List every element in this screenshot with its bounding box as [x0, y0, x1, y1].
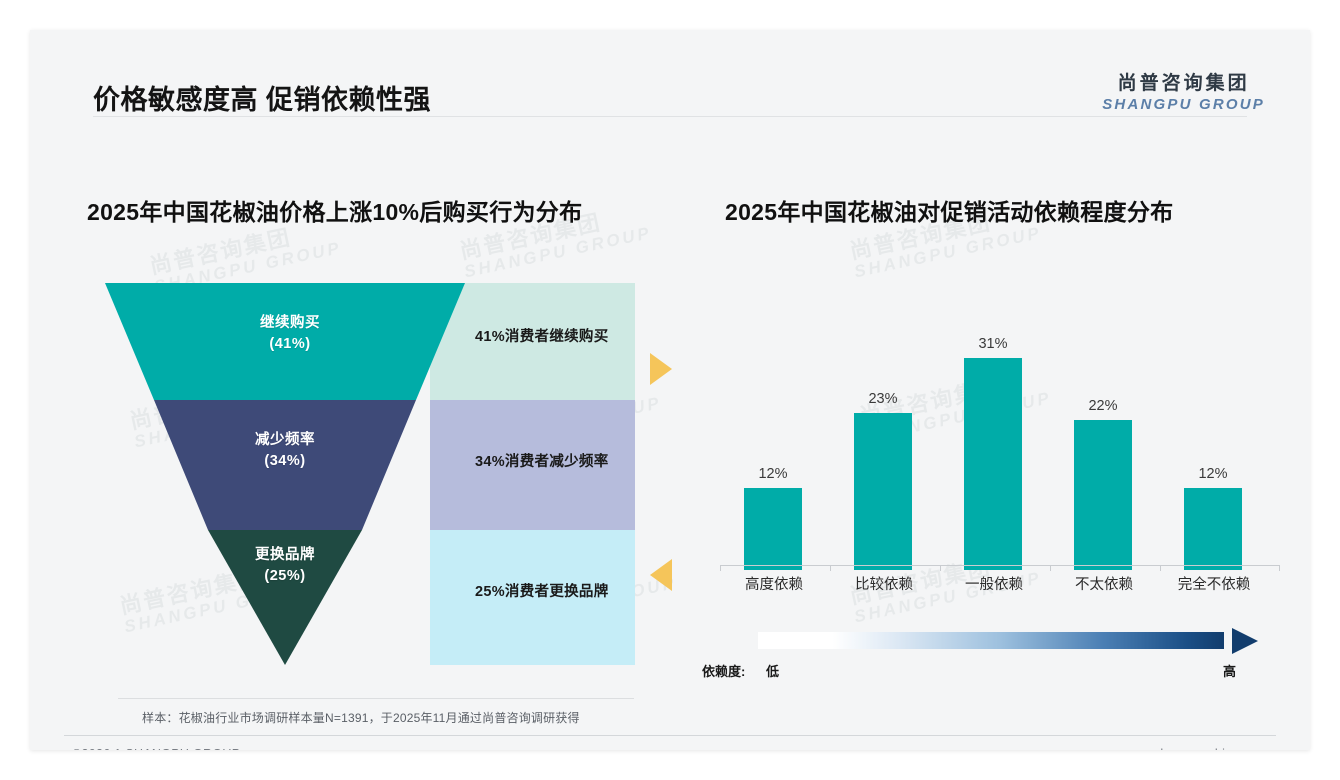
legend-high-label: 高	[1223, 664, 1237, 679]
bar-value-1: 12%	[758, 466, 788, 482]
funnel-side-panel-3	[430, 530, 635, 665]
funnel-segment-value-3: (25%)	[264, 568, 306, 585]
funnel-segment-value-1: (41%)	[269, 336, 311, 353]
axis-tick	[940, 565, 941, 571]
bar-chart-axis	[720, 565, 1280, 566]
bar-category-label-4: 不太依赖	[1075, 577, 1133, 593]
bar-rect-2	[854, 413, 912, 570]
footnote-divider	[118, 698, 634, 699]
funnel-segment-3	[208, 530, 362, 665]
bar-category-label-3: 一般依赖	[965, 577, 1023, 593]
logo-english-text: SHANGPU GROUP	[1102, 96, 1265, 113]
slide-header: 价格敏感度高 促销依赖性强 尚普咨询集团 SHANGPU GROUP	[30, 30, 1310, 122]
bar-value-2: 23%	[868, 391, 898, 407]
bar-value-5: 12%	[1198, 466, 1228, 482]
funnel-chart: 继续购买 (41%) 减少频率 (34%) 更换品牌 (25%) 41%消费者继…	[100, 255, 645, 675]
dependency-gradient-legend	[758, 628, 1258, 654]
funnel-side-text-3: 25%消费者更换品牌	[475, 584, 609, 600]
right-chart-title: 2025年中国花椒油对促销活动依赖程度分布	[725, 199, 1174, 225]
bar-value-3: 31%	[978, 336, 1008, 352]
funnel-segment-label-1: 继续购买 (41%)	[215, 313, 365, 355]
axis-tick	[720, 565, 721, 571]
legend-label: 依赖度:	[702, 664, 746, 679]
brand-logo: 尚普咨询集团 SHANGPU GROUP	[1102, 68, 1265, 113]
footnote: 样本：花椒油行业市场调研样本量N=1391，于2025年11月通过尚普咨询调研获…	[142, 711, 580, 725]
axis-tick	[1160, 565, 1161, 571]
funnel-segment-label-2: 减少频率 (34%)	[210, 430, 360, 472]
funnel-side-panel-2	[430, 400, 635, 530]
header-divider	[93, 116, 1247, 117]
left-chart-title: 2025年中国花椒油价格上涨10%后购买行为分布	[87, 199, 583, 225]
bar-chart: 12% 23% 31% 22% 12%	[720, 280, 1280, 570]
footer-copyright: ©2026.1 SHANGPU GROUP	[72, 747, 240, 750]
footer-divider	[64, 735, 1276, 736]
triangle-left-icon	[650, 559, 672, 591]
triangle-right-icon	[650, 353, 672, 385]
bar-rect-4	[1074, 420, 1132, 570]
bar-rect-1	[744, 488, 802, 570]
funnel-segment-name-3: 更换品牌	[255, 547, 315, 563]
bar-category-label-1: 高度依赖	[745, 577, 803, 593]
axis-tick	[1050, 565, 1051, 571]
slide: 尚普咨询集团 SHANGPU GROUP 尚普咨询集团 SHANGPU GROU…	[30, 30, 1310, 750]
funnel-segment-2	[154, 400, 416, 530]
logo-chinese-text: 尚普咨询集团	[1117, 73, 1250, 94]
funnel-segment-value-2: (34%)	[264, 453, 306, 470]
gradient-bar	[758, 632, 1224, 649]
bar-category-label-2: 比较依赖	[855, 577, 913, 593]
arrow-right-icon	[1232, 628, 1258, 654]
bar-rect-3	[964, 358, 1022, 570]
funnel-side-text-1: 41%消费者继续购买	[475, 329, 609, 345]
funnel-segment-name-1: 继续购买	[260, 315, 320, 331]
axis-tick	[830, 565, 831, 571]
footer-website[interactable]: www.shangpu-china.com	[1123, 747, 1268, 750]
page-title: 价格敏感度高 促销依赖性强	[93, 85, 432, 115]
funnel-segment-1	[105, 283, 465, 400]
watermark-en: SHANGPU GROUP	[852, 222, 1044, 282]
bar-category-label-5: 完全不依赖	[1177, 577, 1251, 593]
bar-rect-5	[1184, 488, 1242, 570]
funnel-side-text-2: 34%消费者减少频率	[475, 454, 609, 470]
legend-low-label: 低	[766, 664, 780, 679]
axis-tick	[1279, 565, 1280, 571]
funnel-graphic	[105, 283, 635, 665]
funnel-segment-label-3: 更换品牌 (25%)	[210, 545, 360, 587]
bar-value-4: 22%	[1088, 398, 1118, 414]
funnel-segment-name-2: 减少频率	[255, 432, 315, 448]
